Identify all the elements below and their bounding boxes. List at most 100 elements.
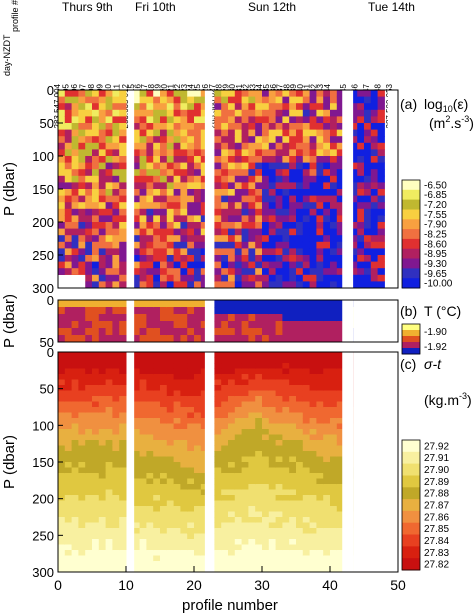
colorbar-swatch xyxy=(402,336,420,343)
panel-b: 0 50 P (dbar) (b) T (°C) -1.90 -1.92 xyxy=(1,293,461,355)
colorbar-label: -9.30 xyxy=(424,259,447,270)
colorbar-swatch xyxy=(402,451,420,465)
y-tick-label: 100 xyxy=(32,418,54,433)
panel-c-quantity: σ-t xyxy=(424,356,442,372)
panel-c: 0 50 100 150 200 250 300 P (dbar) (c) σ-t (kg.m… xyxy=(1,345,472,580)
colorbar-swatch xyxy=(402,522,420,535)
y-axis-label: P (dbar) xyxy=(1,294,18,348)
panel-c-units: (kg.m-3) xyxy=(424,391,472,408)
colorbar-label: -9.65 xyxy=(424,269,447,280)
y-tick-label: 0 xyxy=(47,83,54,98)
colorbar-swatch xyxy=(402,209,420,220)
y-tick-label: 150 xyxy=(32,455,54,470)
colorbar-swatch xyxy=(402,219,420,230)
y-tick-label: 0 xyxy=(47,293,54,308)
colorbar-swatch xyxy=(402,180,420,191)
y-tick-label: 300 xyxy=(32,565,54,580)
y-tick-label: 150 xyxy=(32,182,54,197)
y-tick-label: 300 xyxy=(32,281,54,296)
y-tick-label: 250 xyxy=(32,248,54,263)
colorbar-label: 27.84 xyxy=(424,536,449,547)
panel-a-quantity: log10(ε) xyxy=(424,96,468,114)
colorbar-label: 27.87 xyxy=(424,501,449,512)
colorbar-label: -10.00 xyxy=(424,279,453,290)
colorbar-label: -6.50 xyxy=(424,180,447,191)
header-day-label: day-NZDT xyxy=(2,34,12,76)
colorbar-label: -7.20 xyxy=(424,200,447,211)
colorbar-label: 27.90 xyxy=(424,465,449,476)
colorbar-swatch xyxy=(402,189,420,201)
y-axis-label: P (dbar) xyxy=(1,162,18,216)
panel-a-label: (a) xyxy=(400,96,417,112)
y-tick-label: 50 xyxy=(40,116,54,131)
panel-a-colorbar: -6.50-6.85-7.20-7.55-7.90-8.25-8.60-8.95… xyxy=(401,179,453,290)
x-axis: 0 10 20 30 40 50 xyxy=(54,566,406,593)
day-label-sunday: Sun 12th xyxy=(248,0,296,14)
y-tick-label: 200 xyxy=(32,215,54,230)
colorbar-swatch xyxy=(402,348,420,355)
x-tick-label: 40 xyxy=(322,577,338,593)
panel-b-colorbar: -1.90 -1.92 xyxy=(401,323,447,355)
colorbar-label: 27.88 xyxy=(424,489,449,500)
colorbar-label: 27.86 xyxy=(424,512,449,523)
colorbar-swatch xyxy=(402,330,420,337)
panel-b-quantity: T (°C) xyxy=(424,303,461,319)
colorbar-label: -8.25 xyxy=(424,230,447,241)
colorbar-label: 27.83 xyxy=(424,548,449,559)
header-profile-label: profile # xyxy=(10,0,20,32)
colorbar-swatch xyxy=(402,487,420,500)
colorbar-swatch xyxy=(402,499,420,512)
colorbar-swatch xyxy=(402,342,420,349)
panel-a-y-axis: 0 50 100 150 200 250 300 P (dbar) xyxy=(1,83,63,296)
x-tick-label: 50 xyxy=(390,577,406,593)
day-label-tuesday: Tue 14th xyxy=(368,0,415,14)
colorbar-label: -1.90 xyxy=(424,327,447,338)
colorbar-swatch xyxy=(402,546,420,559)
panel-b-y-axis: 0 50 P (dbar) xyxy=(1,293,63,350)
colorbar-swatch xyxy=(402,229,420,240)
y-tick-label: 250 xyxy=(32,528,54,543)
y-tick-label: 200 xyxy=(32,492,54,507)
panel-c-colorbar: 27.9227.9127.9027.8927.8827.8727.8627.85… xyxy=(401,439,449,571)
day-label-thursday: Thurs 9th xyxy=(62,0,113,14)
day-label-friday: Fri 10th xyxy=(135,0,176,14)
colorbar-swatch xyxy=(402,510,420,524)
colorbar-swatch xyxy=(402,534,420,547)
colorbar-label: 27.89 xyxy=(424,477,449,488)
colorbar-swatch xyxy=(402,248,420,259)
colorbar-swatch xyxy=(402,268,420,279)
colorbar-swatch xyxy=(402,238,420,250)
colorbar-label: -1.92 xyxy=(424,342,447,353)
x-tick-label: 20 xyxy=(186,577,202,593)
colorbar-label: -6.85 xyxy=(424,190,447,201)
colorbar-label: -8.95 xyxy=(424,249,447,260)
panel-c-label: (c) xyxy=(400,356,416,372)
y-tick-label: 100 xyxy=(32,149,54,164)
y-tick-label: 0 xyxy=(47,345,54,360)
panel-c-y-axis: 0 50 100 150 200 250 300 P (dbar) xyxy=(1,345,63,580)
x-tick-label: 30 xyxy=(254,577,270,593)
panel-c-heatmap xyxy=(58,352,398,572)
colorbar-swatch xyxy=(402,258,420,269)
x-tick-label: 0 xyxy=(54,577,62,593)
colorbar-label: 27.85 xyxy=(424,524,449,535)
colorbar-label: -8.60 xyxy=(424,239,447,250)
panel-a-heatmap xyxy=(58,90,398,288)
panel-a-units: (m2.s-3) xyxy=(429,114,474,131)
colorbar-label: 27.92 xyxy=(424,441,449,452)
colorbar-label: -7.90 xyxy=(424,220,447,231)
colorbar-swatch xyxy=(402,278,420,289)
y-tick-label: 50 xyxy=(40,335,54,350)
colorbar-swatch xyxy=(402,463,420,476)
colorbar-swatch xyxy=(402,324,420,331)
colorbar-swatch xyxy=(402,475,420,488)
colorbar-swatch xyxy=(402,440,420,453)
panel-b-heatmap xyxy=(58,300,398,342)
y-axis-label: P (dbar) xyxy=(1,435,18,489)
panel-b-frame xyxy=(57,299,399,343)
x-axis-label: profile number xyxy=(182,597,278,614)
colorbar-label: 27.82 xyxy=(424,560,449,571)
colorbar-label: 27.91 xyxy=(424,453,449,464)
